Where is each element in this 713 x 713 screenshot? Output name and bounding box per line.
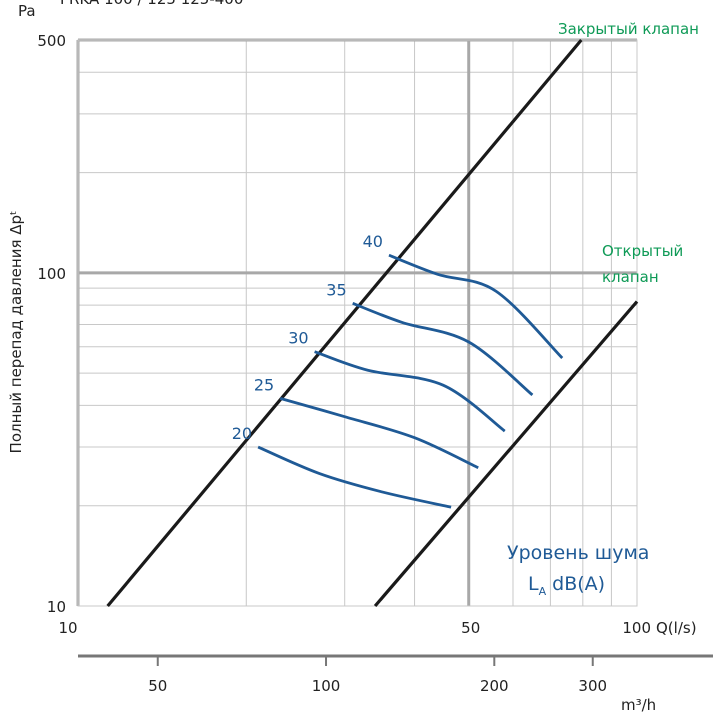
labels-layer: 10 100 500 10 50 100 20 25 30 35 40 <box>37 32 651 637</box>
x-tick-label: 100 <box>622 619 651 637</box>
noise-curve <box>279 397 479 470</box>
x-unit-main: Q(l/s) <box>656 619 697 637</box>
valve-line <box>106 38 583 608</box>
noise-curve <box>352 302 534 397</box>
major-gridlines <box>76 38 637 606</box>
noise-curve-label: 30 <box>288 329 308 348</box>
plot-frame <box>77 39 638 607</box>
noise-curve-label: 25 <box>254 375 274 394</box>
minor-gridlines <box>78 40 637 606</box>
y-unit-label: Pa <box>18 2 36 20</box>
closed-valve-label: Закрытый клапан <box>558 20 699 38</box>
secondary-tick-label: 50 <box>148 677 167 695</box>
series-layer <box>106 38 639 608</box>
x-unit-secondary: m³/h <box>621 696 656 713</box>
y-tick-label: 100 <box>37 265 66 283</box>
valve-line <box>373 300 639 608</box>
open-valve-label-line2: клапан <box>602 268 659 286</box>
y-tick-label: 500 <box>37 32 66 50</box>
open-valve-label-line1: Открытый <box>602 242 683 260</box>
secondary-tick-label: 100 <box>312 677 341 695</box>
y-axis-label: Полный перепад давления Δpᵗ <box>7 211 25 454</box>
noise-curve <box>314 350 506 433</box>
noise-curve <box>388 253 564 360</box>
legend-unit: LA dB(A) <box>528 573 605 598</box>
secondary-tick-label: 200 <box>480 677 509 695</box>
secondary-tick-label: 300 <box>578 677 607 695</box>
chart-title-fragment: PRKA 100 / 125 125-400 <box>60 0 243 8</box>
secondary-axis-ticks: 50 100 200 300 <box>148 656 607 695</box>
y-tick-label: 10 <box>47 598 66 616</box>
noise-curve-label: 35 <box>326 280 346 299</box>
noise-curve-label: 40 <box>363 232 383 251</box>
noise-curve-label: 20 <box>232 424 252 443</box>
x-tick-label: 10 <box>58 619 77 637</box>
noise-curve <box>257 445 452 509</box>
x-tick-label: 50 <box>461 619 480 637</box>
legend-unit-l: L <box>528 573 539 595</box>
legend-title: Уровень шума <box>507 542 649 564</box>
legend-unit-db: dB(A) <box>546 573 605 595</box>
legend-unit-sub: A <box>539 585 547 598</box>
